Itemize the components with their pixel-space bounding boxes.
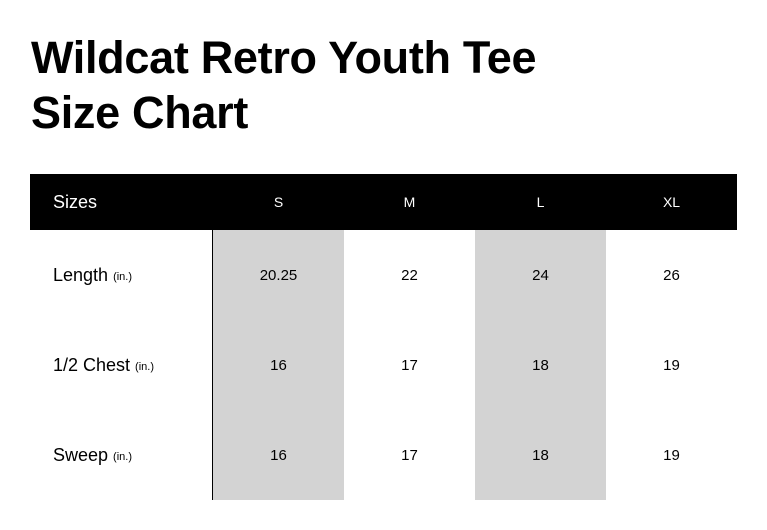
header-sizes-label: Sizes (53, 191, 98, 212)
header-size-l: L (536, 194, 545, 210)
row-label: 1/2 Chest (in.) (30, 320, 213, 410)
table-cell: 18 (475, 410, 606, 500)
row-label: Length (in.) (30, 230, 213, 320)
measurement-unit: (in.) (135, 361, 154, 373)
table-cell: 22 (401, 266, 418, 284)
table-cell: 16 (213, 320, 344, 410)
table-cell: 17 (401, 356, 418, 374)
size-chart-table: Sizes S M L XL Length (in.) 20.25 22 24 26 1/2… (30, 174, 737, 500)
title-line-1: Wildcat Retro Youth Tee (31, 32, 537, 83)
measurement-name: 1/2 Chest (53, 354, 131, 375)
measurement-unit: (in.) (113, 271, 133, 283)
measurement-unit: (in.) (113, 451, 132, 463)
header-size-m: M (403, 194, 416, 210)
measurement-name: Sweep (53, 444, 109, 465)
measurement-name: Length (53, 264, 109, 285)
table-cell: 19 (663, 446, 680, 464)
table-row: Sweep (in.) 16 17 18 19 (30, 410, 737, 500)
table-row: 1/2 Chest (in.) 16 17 18 19 (30, 320, 737, 410)
page-title: Wildcat Retro Youth Tee Size Chart (31, 30, 537, 140)
table-cell: 26 (663, 266, 680, 284)
row-label: Sweep (in.) (30, 410, 213, 500)
table-cell: 18 (475, 320, 606, 410)
table-cell: 19 (663, 356, 680, 374)
header-size-s: S (273, 194, 284, 210)
table-cell: 17 (401, 446, 418, 464)
table-header: Sizes S M L XL (30, 174, 737, 230)
table-cell: 24 (475, 230, 606, 320)
table-cell: 20.25 (213, 230, 344, 320)
table-cell: 16 (213, 410, 344, 500)
header-size-xl: XL (662, 194, 681, 210)
title-line-2: Size Chart (31, 87, 249, 138)
table-row: Length (in.) 20.25 22 24 26 (30, 230, 737, 320)
